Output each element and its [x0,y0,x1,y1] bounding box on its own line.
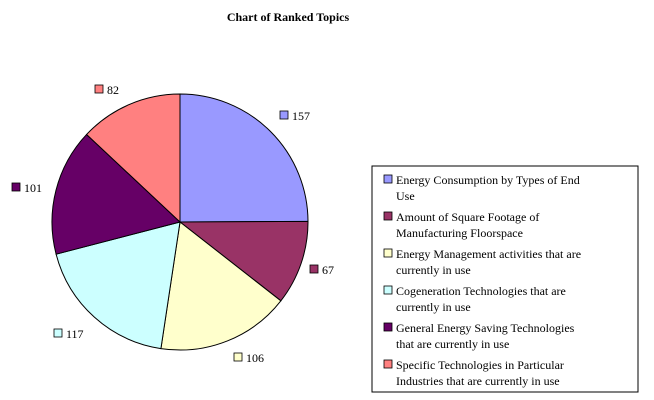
legend-swatch [383,211,393,221]
legend-label: currently in use [396,263,471,277]
legend-label: currently in use [396,300,471,314]
data-label-swatch [309,264,319,274]
legend-label: Cogeneration Technologies that are [396,284,566,298]
pie-slice [160,221,282,351]
legend-box [371,165,639,393]
legend-swatch [383,248,393,258]
legend-label: Energy Management activities that are [396,247,581,261]
pie-slices [51,93,309,351]
legend-swatch [383,174,393,184]
legend-label: Amount of Square Footage of [396,210,539,224]
legend-label: that are currently in use [396,337,509,351]
data-label: 67 [322,263,334,277]
pie-slice [178,220,309,302]
pie-slice [55,221,181,350]
pie-slice [51,133,182,255]
legend-swatch [383,359,393,369]
data-labels: 157 67 106 117 101 82 [11,83,334,365]
data-label: 82 [107,83,119,97]
data-label-swatch [53,328,63,338]
legend-label: Industries that are currently in use [396,374,560,388]
pie-slice [179,93,309,223]
legend-label: Manufacturing Floorspace [396,226,523,240]
legend-swatch [383,322,393,332]
data-label-swatch [279,110,289,120]
pie-slice [85,93,181,224]
legend-swatch [383,285,393,295]
legend-label: Specific Technologies in Particular [396,358,564,372]
data-label: 101 [24,181,42,195]
legend-label: General Energy Saving Technologies [396,321,575,335]
legend-label: Use [396,189,415,203]
data-label: 117 [66,327,84,341]
legend-label: Energy Consumption by Types of End [396,173,580,187]
data-label-swatch [233,352,243,362]
data-label: 106 [246,351,264,365]
legend: Energy Consumption by Types of End Use Amo… [371,165,639,393]
data-label-swatch [94,84,104,94]
data-label: 157 [292,109,310,123]
data-label-swatch [11,182,21,192]
chart-title: Chart of Ranked Topics [227,10,350,24]
